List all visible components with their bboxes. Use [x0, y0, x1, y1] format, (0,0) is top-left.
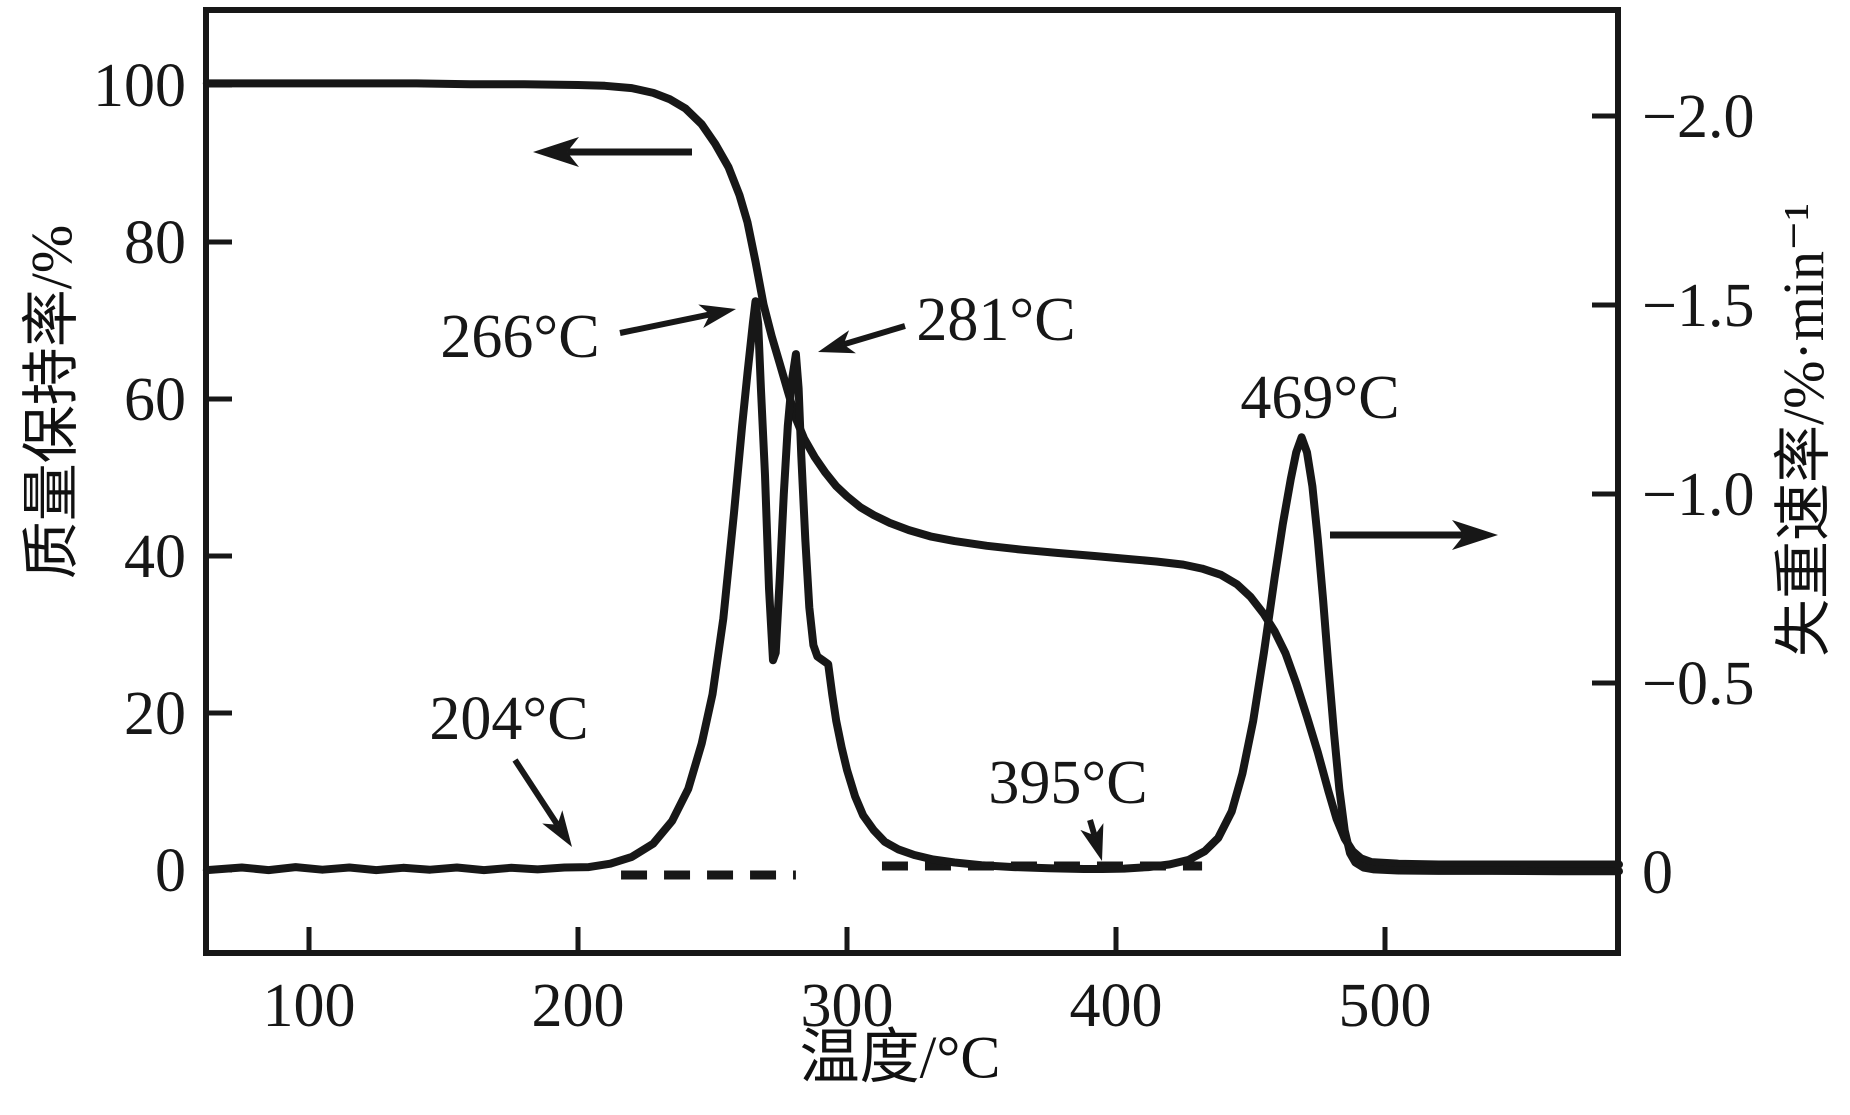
- annotation-arrow: [619, 304, 736, 336]
- tg-axis-arrow: [533, 137, 692, 167]
- left-y-tick-label: 60: [124, 366, 186, 434]
- right-y-tick-label: −1.0: [1642, 461, 1754, 529]
- x-tick-label: 300: [801, 972, 894, 1040]
- left-y-axis-title: 质量保持率/%: [19, 224, 84, 580]
- left-y-tick-label: 100: [93, 52, 186, 120]
- left-y-tick-label: 80: [124, 209, 186, 277]
- annotation-label: 204°C: [429, 685, 588, 753]
- left-y-tick-label: 0: [155, 837, 186, 905]
- right-y-tick-label: −0.5: [1642, 650, 1754, 718]
- x-tick-label: 400: [1070, 972, 1163, 1040]
- right-y-axis-title: 失重速率/%·min⁻¹: [1771, 203, 1836, 657]
- dtg-axis-arrow: [1330, 520, 1498, 550]
- x-tick-label: 500: [1339, 972, 1432, 1040]
- x-axis-title: 温度/°C: [799, 1024, 1001, 1091]
- annotation-arrow: [512, 758, 572, 847]
- dtg-curve: [202, 297, 1623, 876]
- right-y-tick-label: 0: [1642, 839, 1673, 907]
- left-y-tick-label: 40: [124, 523, 186, 591]
- left-y-tick-label: 20: [124, 680, 186, 748]
- right-y-tick-label: −2.0: [1642, 83, 1754, 151]
- right-y-tick-label: −1.5: [1642, 272, 1754, 340]
- annotation-arrow: [818, 323, 906, 354]
- annotation-arrow: [1080, 819, 1104, 861]
- x-tick-label: 200: [532, 972, 625, 1040]
- annotation-label: 266°C: [440, 303, 599, 371]
- plot-border: [203, 7, 1621, 956]
- tg-curve: [202, 79, 1623, 869]
- annotation-label: 395°C: [988, 749, 1147, 817]
- annotation-label: 469°C: [1240, 364, 1399, 432]
- x-tick-label: 100: [263, 972, 356, 1040]
- annotation-label: 281°C: [916, 286, 1075, 354]
